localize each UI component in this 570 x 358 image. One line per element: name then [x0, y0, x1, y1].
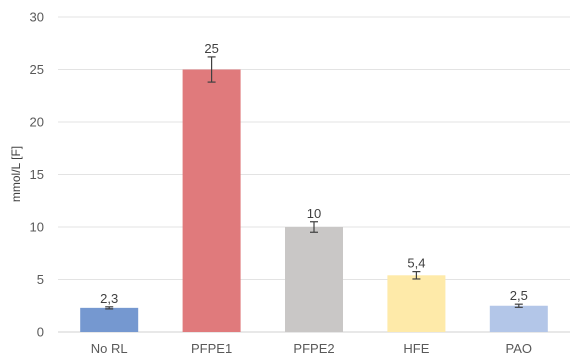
y-tick-label: 0: [37, 325, 44, 340]
data-label: 2,3: [100, 291, 118, 306]
data-label: 2,5: [510, 288, 528, 303]
x-tick-label: PFPE2: [293, 341, 334, 356]
x-tick-label: No RL: [91, 341, 128, 356]
bars: [80, 69, 548, 332]
bar: [387, 275, 446, 332]
y-tick-label: 10: [30, 220, 44, 235]
error-bars: [105, 56, 523, 310]
bar: [489, 305, 548, 332]
y-tick-label: 25: [30, 62, 44, 77]
y-tick-label: 15: [30, 167, 44, 182]
data-labels: 2,3 25 10 5,4 2,5: [100, 41, 528, 306]
y-tick-label: 5: [37, 272, 44, 287]
x-tick-label: HFE: [403, 341, 429, 356]
y-tick-label: 30: [30, 10, 44, 25]
y-axis-ticks: 0 5 10 15 20 25 30: [30, 10, 44, 340]
data-label: 25: [204, 41, 218, 56]
y-axis-label: mmol/L [F]: [9, 146, 23, 202]
x-tick-label: PFPE1: [191, 341, 232, 356]
data-label: 10: [307, 206, 321, 221]
data-label: 5,4: [407, 256, 425, 271]
y-tick-label: 20: [30, 115, 44, 130]
bar: [285, 227, 343, 332]
bar: [182, 69, 241, 332]
x-tick-label: PAO: [506, 341, 533, 356]
bar: [80, 307, 139, 332]
x-axis-ticks: No RL PFPE1 PFPE2 HFE PAO: [91, 341, 532, 356]
